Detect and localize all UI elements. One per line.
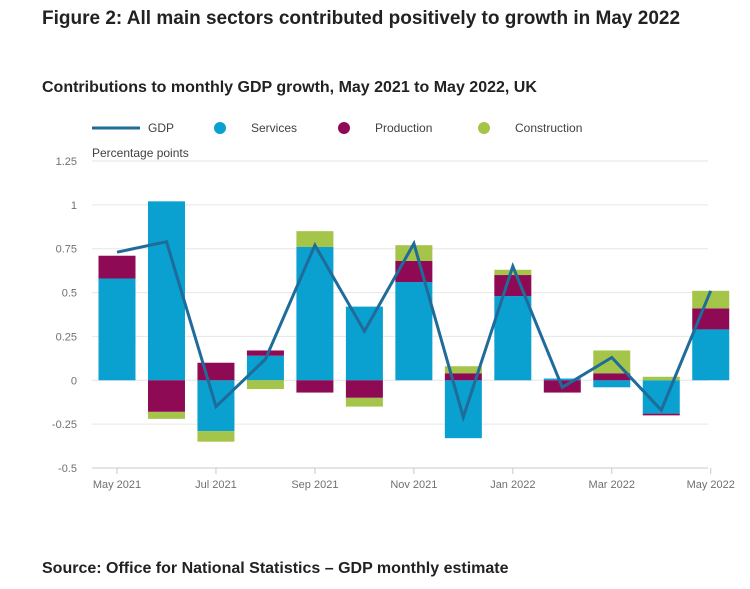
figure-title: Figure 2: All main sectors contributed p… (42, 8, 681, 29)
gdp-line (116, 239, 713, 423)
legend-label-construction: Construction (515, 121, 582, 135)
bar-construction-may-2022 (692, 290, 730, 309)
bar-production-dec-2021 (444, 373, 482, 381)
bar-production-jun-2021 (147, 380, 185, 412)
x-tick-label: Mar 2022 (589, 479, 635, 491)
bar-services-may-2021 (98, 278, 136, 381)
bar-production-oct-2021 (345, 380, 383, 398)
x-tick-label: Sep 2021 (291, 479, 338, 491)
bar-construction-jun-2021 (147, 411, 185, 419)
y-axis-ticks: 1.25 1 0.75 0.5 0.25 0 -0.25 -0.5 (52, 156, 77, 475)
bar-production-sep-2021 (296, 380, 334, 393)
source-note: Source: Office for National Statistics –… (42, 560, 509, 577)
x-axis: May 2021 Jul 2021 Sep 2021 Nov 2021 Jan 2022… (92, 467, 735, 491)
bar-production-mar-2022 (593, 373, 631, 381)
legend: GDP Services Production Construction (92, 121, 582, 135)
bar-services-mar-2022 (593, 380, 631, 388)
bar-construction-oct-2021 (345, 397, 383, 407)
bars (98, 201, 730, 442)
bar-construction-apr-2022 (642, 376, 680, 381)
bar-construction-sep-2021 (296, 231, 334, 247)
y-tick-label: 0 (71, 375, 77, 387)
legend-label-production: Production (375, 121, 432, 135)
bar-services-oct-2021 (345, 306, 383, 381)
bar-construction-jan-2022 (494, 269, 532, 276)
legend-label-gdp: GDP (148, 121, 174, 135)
bar-services-feb-2022 (543, 378, 581, 381)
bar-services-jan-2022 (494, 296, 532, 381)
bar-services-jun-2021 (147, 201, 185, 381)
bar-services-may-2022 (692, 329, 730, 381)
bar-production-jan-2022 (494, 275, 532, 297)
bar-production-aug-2021 (246, 350, 284, 356)
legend-swatch-production (338, 122, 350, 134)
y-tick-label: -0.25 (52, 419, 77, 431)
legend-swatch-services (214, 122, 226, 134)
y-tick-label: 1.25 (56, 156, 77, 168)
y-tick-label: 0.5 (62, 288, 77, 300)
bar-production-apr-2022 (642, 413, 680, 416)
gdp-contributions-chart: GDP Services Production Construction Percen… (52, 121, 735, 491)
legend-label-services: Services (251, 121, 297, 135)
y-tick-label: -0.5 (58, 463, 77, 475)
bar-services-nov-2021 (395, 282, 433, 381)
y-axis-label: Percentage points (92, 146, 189, 160)
x-tick-label: May 2021 (93, 479, 141, 491)
bar-services-dec-2021 (444, 380, 482, 439)
legend-swatch-construction (478, 122, 490, 134)
gdp-line-path (116, 239, 713, 423)
bar-construction-aug-2021 (246, 380, 284, 390)
bar-construction-jul-2021 (197, 431, 235, 442)
y-tick-label: 0.75 (56, 244, 77, 256)
x-tick-label: Jan 2022 (490, 479, 535, 491)
bar-construction-dec-2021 (444, 366, 482, 374)
x-tick-label: May 2022 (687, 479, 735, 491)
y-tick-label: 1 (71, 200, 77, 212)
x-tick-label: Jul 2021 (195, 479, 237, 491)
bar-production-may-2021 (98, 255, 136, 279)
x-tick-label: Nov 2021 (390, 479, 437, 491)
chart-title: Contributions to monthly GDP growth, May… (42, 79, 537, 96)
y-tick-label: 0.25 (56, 331, 77, 343)
